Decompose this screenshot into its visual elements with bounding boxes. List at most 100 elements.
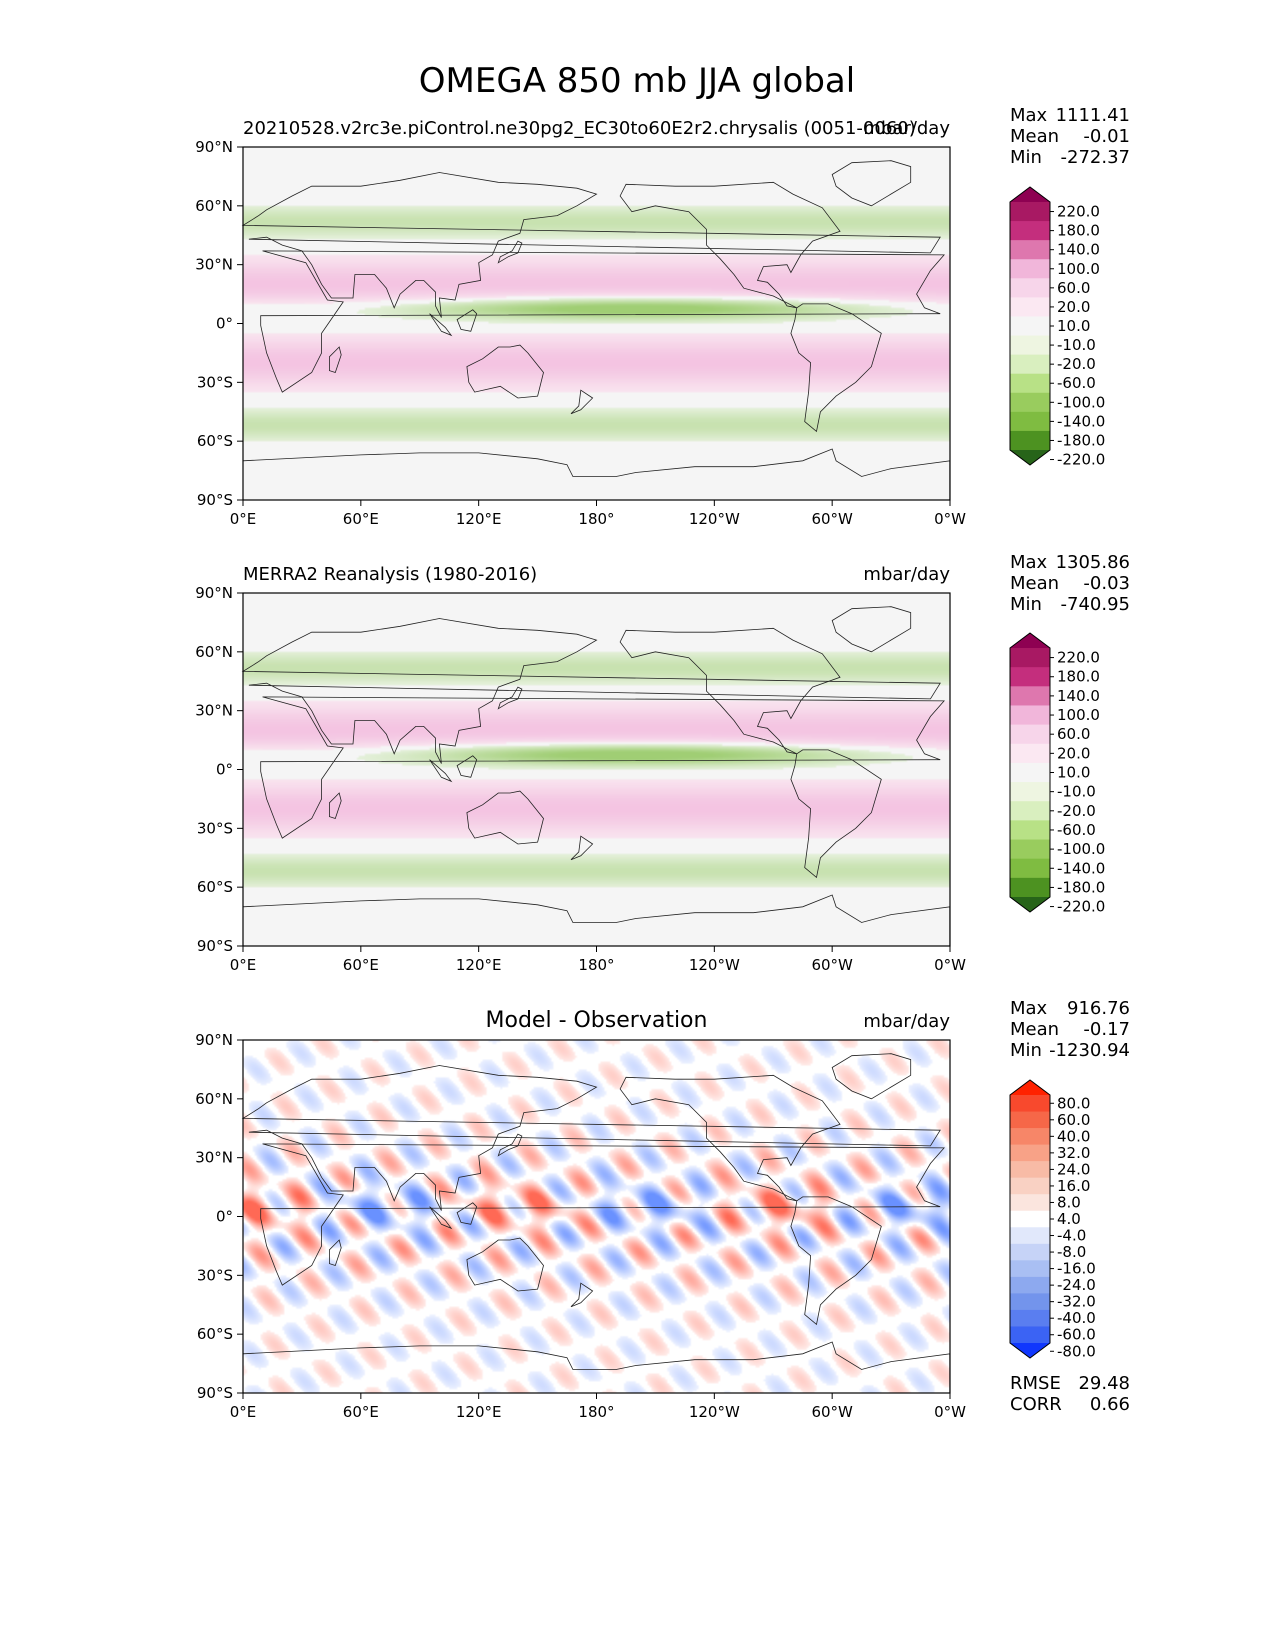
colorbar-tick-label: -10.0: [1057, 336, 1096, 354]
coastline-borneo: [456, 309, 478, 332]
colorbar-swatch: [1010, 877, 1050, 898]
y-tick-label: 30°N: [195, 1149, 233, 1167]
colorbar-swatch: [1010, 667, 1050, 687]
colorbar-swatch: [1010, 858, 1050, 879]
colorbar-tick-label: -140.0: [1057, 859, 1105, 877]
stat-value: 1305.86: [1056, 552, 1130, 573]
colorbar-tick-label: -180.0: [1057, 878, 1105, 896]
colorbar-extend-min: [1010, 1343, 1050, 1358]
colorbar-tick-label: 4.0: [1057, 1210, 1081, 1228]
colorbar-outline: [1009, 1079, 1051, 1359]
colorbar-tick-label: 80.0: [1057, 1094, 1090, 1112]
coastline-madagascar: [328, 1239, 342, 1267]
metric-label: CORR: [1010, 1394, 1062, 1415]
panel-right-title: mbar/day: [863, 118, 950, 139]
metric-label: RMSE: [1010, 1373, 1061, 1394]
colorbar-extend-min: [1010, 897, 1050, 912]
panel-left-title: 20210528.v2rc3e.piControl.ne30pg2_EC30to…: [243, 118, 916, 139]
y-tick-label: 0°: [216, 761, 233, 779]
stat-value: -0.17: [1083, 1019, 1130, 1040]
colorbar-extend-max: [1010, 187, 1050, 202]
coastlines: [241, 606, 951, 947]
stat-value: -272.37: [1061, 147, 1130, 168]
colorbar-swatch: [1010, 1276, 1050, 1294]
x-tick-label: 120°W: [689, 956, 740, 974]
colorbar-tick-label: 20.0: [1057, 298, 1090, 316]
x-tick-label: 0°E: [230, 956, 257, 974]
colorbar-tick-label: -40.0: [1057, 1309, 1096, 1327]
colorbar-swatch: [1010, 335, 1050, 356]
x-tick-label: 120°E: [456, 956, 502, 974]
colorbar-extend-max: [1010, 1080, 1050, 1095]
colorbar-outline: [1009, 632, 1051, 913]
y-tick-label: 60°S: [197, 1325, 233, 1343]
colorbar-tick-label: 60.0: [1057, 725, 1090, 743]
colorbar-swatch: [1010, 278, 1050, 298]
colorbar-swatch: [1010, 648, 1050, 668]
coastline-antarctica: [242, 448, 951, 501]
colorbar-swatch: [1010, 297, 1050, 317]
coastline-sumatra: [429, 759, 453, 783]
colorbar-swatch: [1010, 1194, 1050, 1212]
y-tick-label: 90°S: [197, 491, 233, 509]
colorbar-swatch: [1010, 240, 1050, 260]
colorbar-tick-label: -180.0: [1057, 431, 1105, 449]
coastline-samerica: [790, 303, 882, 433]
x-tick-label: 180°: [578, 510, 614, 528]
y-tick-label: 30°N: [195, 702, 233, 720]
stat-label: Mean: [1010, 126, 1059, 147]
panel-left-title: MERRA2 Reanalysis (1980-2016): [243, 564, 537, 585]
y-tick-label: 90°N: [195, 138, 233, 156]
y-tick-label: 0°: [216, 315, 233, 333]
colorbar-tick-label: -220.0: [1057, 451, 1105, 469]
x-tick-label: 60°W: [811, 1403, 853, 1421]
colorbar-tick-label: -100.0: [1057, 393, 1105, 411]
colorbar-tick-label: 10.0: [1057, 764, 1090, 782]
colorbar-tick-label: -60.0: [1057, 821, 1096, 839]
x-tick-label: 120°E: [456, 510, 502, 528]
colorbar-tick-label: 220.0: [1057, 203, 1100, 221]
colorbar-tick-label: 60.0: [1057, 1111, 1090, 1129]
stat-value: 916.76: [1067, 998, 1130, 1019]
panel-test: 0°E 60°E 120°E 180° 120°W 60°W 0°W 90°N 60°N 30°N…: [195, 105, 1130, 528]
stat-label: Max: [1010, 105, 1048, 126]
coastline-africa: [260, 696, 945, 839]
x-tick-label: 60°E: [343, 510, 379, 528]
y-tick-label: 90°N: [195, 1031, 233, 1049]
colorbar-tick-label: -220.0: [1057, 898, 1105, 916]
coastline-madagascar: [328, 346, 342, 374]
colorbar-swatch: [1010, 686, 1050, 706]
x-tick-label: 60°E: [343, 1403, 379, 1421]
colorbar-tick-label: -16.0: [1057, 1260, 1096, 1278]
colorbar-tick-label: 100.0: [1057, 706, 1100, 724]
colorbar-tick-label: -60.0: [1057, 374, 1096, 392]
x-tick-label: 180°: [578, 956, 614, 974]
colorbar-tick-label: 140.0: [1057, 241, 1100, 259]
stat-value: 1111.41: [1056, 105, 1130, 126]
stat-label: Mean: [1010, 1019, 1059, 1040]
colorbar-swatch: [1010, 1095, 1050, 1113]
colorbar-swatch: [1010, 724, 1050, 745]
field-raster: [243, 147, 950, 500]
colorbar-swatch: [1010, 392, 1050, 413]
colorbar-tick-label: 24.0: [1057, 1160, 1090, 1178]
colorbar-tick-label: 32.0: [1057, 1144, 1090, 1162]
x-tick-label: 0°E: [230, 510, 257, 528]
x-tick-label: 60°W: [811, 956, 853, 974]
y-tick-label: 30°S: [197, 819, 233, 837]
colorbar-swatch: [1010, 1326, 1050, 1344]
colorbar-swatch: [1010, 1309, 1050, 1327]
colorbar-swatch: [1010, 1260, 1050, 1278]
colorbar-swatch: [1010, 259, 1050, 279]
coastline-eurasia: [241, 1065, 941, 1211]
metric-value: 29.48: [1078, 1373, 1130, 1394]
x-tick-label: 180°: [578, 1403, 614, 1421]
stat-label: Mean: [1010, 573, 1059, 594]
y-tick-label: 0°: [216, 1208, 233, 1226]
colorbar-swatch: [1010, 762, 1050, 783]
colorbar-tick-label: -20.0: [1057, 802, 1096, 820]
metric-value: 0.66: [1090, 1394, 1130, 1415]
colorbar-tick-label: 100.0: [1057, 260, 1100, 278]
